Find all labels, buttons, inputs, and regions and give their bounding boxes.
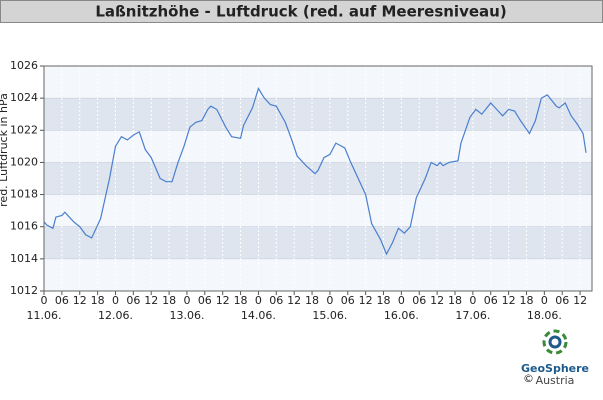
- x-tick-label: 0: [541, 294, 548, 307]
- x-tick-label: 0: [398, 294, 405, 307]
- x-tick-label: 12: [573, 294, 587, 307]
- x-tick-label: 06: [555, 294, 569, 307]
- x-tick-label: 06: [198, 294, 212, 307]
- x-tick-label: 12: [144, 294, 158, 307]
- logo-copyright: ©: [523, 372, 534, 385]
- day-label: 18.06.: [527, 309, 562, 322]
- x-tick-label: 06: [412, 294, 426, 307]
- x-tick-label: 06: [55, 294, 69, 307]
- x-tick-label: 0: [469, 294, 476, 307]
- y-tick-label: 1018: [10, 188, 38, 201]
- day-label: 13.06.: [169, 309, 204, 322]
- x-tick-label: 18: [377, 294, 391, 307]
- y-tick-label: 1022: [10, 123, 38, 136]
- grid-band: [44, 98, 592, 131]
- x-tick-label: 18: [234, 294, 248, 307]
- x-tick-label: 18: [305, 294, 319, 307]
- x-tick-label: 0: [255, 294, 262, 307]
- x-tick-label: 06: [341, 294, 355, 307]
- y-tick-label: 1016: [10, 220, 38, 233]
- x-tick-label: 18: [519, 294, 533, 307]
- grid-band: [44, 162, 592, 195]
- x-tick-label: 18: [448, 294, 462, 307]
- plot-frame: [43, 65, 593, 292]
- logo: © GeoSphere Austria: [521, 329, 589, 387]
- y-tick-label: 1024: [10, 91, 38, 104]
- x-tick-label: 12: [73, 294, 87, 307]
- logo-icon-inner: [548, 335, 562, 349]
- x-tick-label: 0: [183, 294, 190, 307]
- y-tick-label: 1014: [10, 252, 38, 265]
- day-label: 16.06.: [384, 309, 419, 322]
- day-label: 12.06.: [98, 309, 133, 322]
- pressure-line: [43, 87, 587, 256]
- y-tick-label: 1026: [10, 59, 38, 72]
- x-tick-label: 12: [430, 294, 444, 307]
- grid-band: [44, 226, 592, 259]
- x-tick-label: 12: [287, 294, 301, 307]
- logo-sub: Austria: [536, 374, 575, 387]
- logo-name: GeoSphere: [521, 362, 589, 375]
- x-tick-label: 18: [91, 294, 105, 307]
- x-tick-label: 0: [326, 294, 333, 307]
- x-tick-label: 12: [359, 294, 373, 307]
- logo-icon: [542, 329, 568, 355]
- y-axis-label: red. Luftdruck in hPa: [0, 93, 10, 207]
- x-tick-label: 0: [112, 294, 119, 307]
- chart-title: Laßnitzhöhe - Luftdruck (red. auf Meeres…: [95, 3, 506, 21]
- x-tick-label: 18: [162, 294, 176, 307]
- day-label: 11.06.: [27, 309, 62, 322]
- x-tick-label: 12: [502, 294, 516, 307]
- x-tick-label: 06: [126, 294, 140, 307]
- y-tick-label: 1012: [10, 284, 38, 297]
- day-label: 15.06.: [312, 309, 347, 322]
- day-label: 17.06.: [455, 309, 490, 322]
- x-tick-label: 12: [216, 294, 230, 307]
- day-label: 14.06.: [241, 309, 276, 322]
- x-tick-label: 06: [269, 294, 283, 307]
- x-tick-label: 06: [484, 294, 498, 307]
- x-tick-label: 0: [41, 294, 48, 307]
- y-tick-label: 1020: [10, 155, 38, 168]
